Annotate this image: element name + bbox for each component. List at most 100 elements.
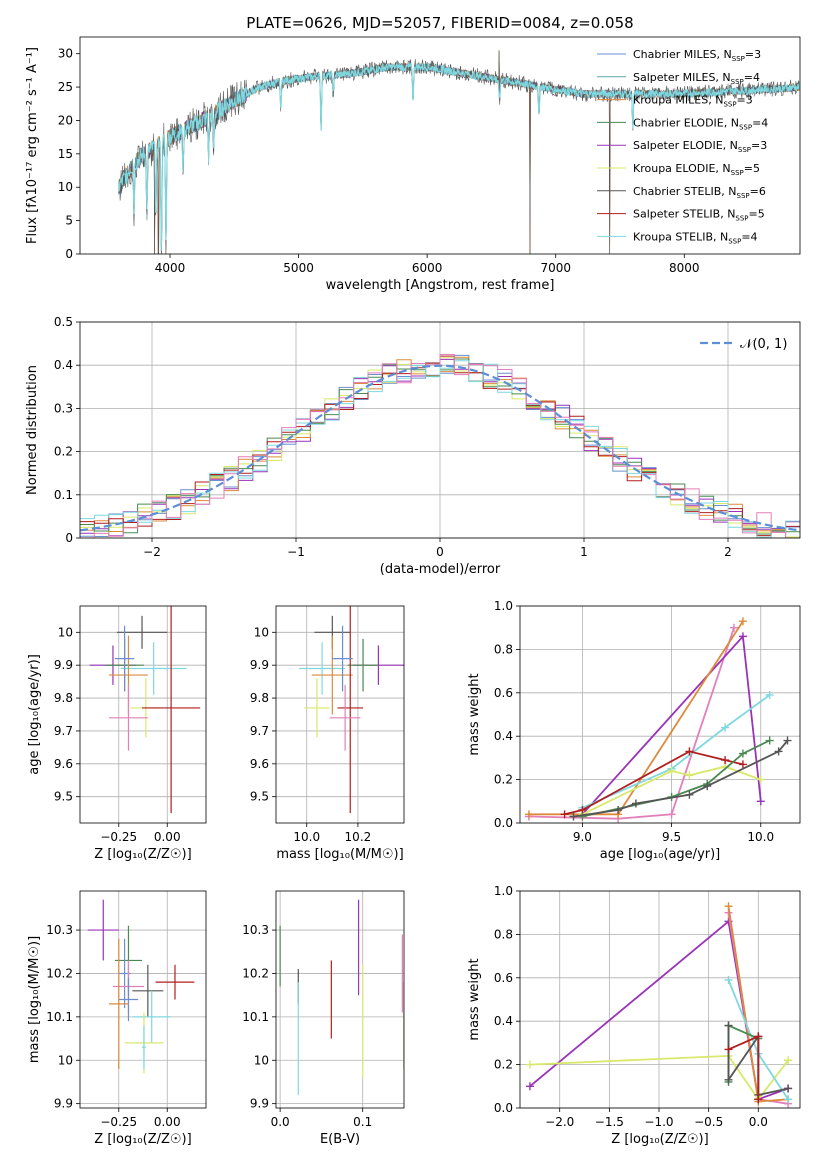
gridlines bbox=[520, 605, 800, 824]
y-tick-label: 10 bbox=[58, 625, 73, 639]
x-tick-label: 1 bbox=[580, 545, 588, 559]
x-tick-label: 0.00 bbox=[154, 1115, 181, 1129]
x-tick-label: 6000 bbox=[412, 261, 443, 275]
weight-point bbox=[765, 690, 774, 699]
weight-point bbox=[560, 810, 569, 819]
weight-point bbox=[721, 723, 730, 732]
axes-frame bbox=[275, 890, 405, 1109]
weight-point bbox=[667, 766, 676, 775]
y-tick-label: 5 bbox=[65, 214, 73, 228]
y-tick-label: 20 bbox=[58, 113, 73, 127]
weight-point bbox=[738, 749, 747, 758]
y-tick-label: 0.5 bbox=[54, 315, 73, 329]
y-tick-label: 9.8 bbox=[250, 691, 269, 705]
x-axis-label: age [log₁₀(age/yr)] bbox=[600, 847, 721, 862]
x-axis-label: Z [log₁₀(Z/Z☉)] bbox=[611, 1132, 708, 1147]
histogram-pink bbox=[80, 354, 800, 538]
error-bars bbox=[87, 899, 195, 1074]
x-axis-label: mass [log₁₀(M/M☉)] bbox=[276, 847, 403, 862]
weight-point bbox=[724, 975, 733, 984]
spectrum-legend: Chabrier MILES, NSSP=3 Salpeter MILES, NS… bbox=[597, 48, 768, 245]
legend-entry: Chabrier ELODIE, NSSP=4 bbox=[633, 116, 768, 131]
y-tick-label: 10.1 bbox=[46, 1010, 73, 1024]
legend-entry: Chabrier STELIB, NSSP=6 bbox=[633, 185, 766, 200]
residual-histogram-panel: −2 −1 0 1 2 0 0.1 0.2 0.3 0.4 0.5 (data-model)/erro… bbox=[25, 315, 801, 577]
y-tick-label: 30 bbox=[58, 47, 73, 61]
y-tick-label: 10 bbox=[58, 180, 73, 194]
x-tick-label: −1.5 bbox=[595, 1115, 624, 1129]
y-tick-label: 9.9 bbox=[250, 1097, 269, 1111]
mass-vs-metallicity-panel: −0.25 0.00 9.9 10 10.1 10.2 10.3 Z [log₁₀(Z/Z☉)… bbox=[27, 890, 207, 1147]
y-tick-label: 0.6 bbox=[494, 971, 513, 985]
weight-point bbox=[685, 747, 694, 756]
x-tick-label: 0 bbox=[436, 545, 444, 559]
weight-point bbox=[724, 1021, 733, 1030]
y-tick-label: 0.2 bbox=[494, 773, 513, 787]
y-tick-label: 25 bbox=[58, 80, 73, 94]
weight-point bbox=[724, 1075, 733, 1084]
weight-lines bbox=[525, 902, 793, 1108]
error-bars bbox=[299, 606, 404, 814]
weight-point bbox=[765, 736, 774, 745]
axes-frame bbox=[519, 605, 801, 824]
y-tick-label: 0.0 bbox=[494, 1101, 513, 1115]
axes-frame bbox=[79, 605, 207, 824]
y-tick-label: 9.5 bbox=[250, 790, 269, 804]
y-axis-label: mass [log₁₀(M/M☉)] bbox=[27, 936, 42, 1063]
weight-point bbox=[614, 805, 623, 814]
weight-point bbox=[754, 1032, 763, 1041]
x-tick-label: 10.0 bbox=[293, 830, 320, 844]
x-tick-label: −2.0 bbox=[545, 1115, 574, 1129]
x-tick-label: 9.5 bbox=[662, 830, 681, 844]
weight-line-kroupa_elodie bbox=[529, 1054, 789, 1101]
legend-entry: Salpeter ELODIE, NSSP=3 bbox=[633, 139, 767, 154]
x-axis-label: E(B-V) bbox=[320, 1132, 360, 1147]
y-axis-label: Flux [fλ10⁻¹⁷ erg cm⁻² s⁻¹ A⁻¹] bbox=[25, 47, 40, 244]
x-axis-label: Z [log₁₀(Z/Z☉)] bbox=[94, 1132, 191, 1147]
spectrum-panel: 4000 5000 6000 7000 8000 0 5 10 15 20 25 30 waveleng… bbox=[25, 36, 801, 293]
x-tick-label: 0.00 bbox=[154, 830, 181, 844]
weight-line-kroupa_stelib bbox=[582, 694, 771, 809]
weight-point bbox=[784, 1095, 793, 1104]
y-tick-label: 0 bbox=[65, 531, 73, 545]
weight-point bbox=[724, 1045, 733, 1054]
weight-line-salpeter_stelib bbox=[564, 750, 744, 816]
y-tick-label: 0.4 bbox=[54, 358, 73, 372]
weight-point bbox=[631, 799, 640, 808]
weight-point bbox=[525, 1060, 534, 1069]
y-tick-label: 0.6 bbox=[494, 686, 513, 700]
x-tick-label: 7000 bbox=[540, 261, 571, 275]
y-tick-label: 9.7 bbox=[250, 724, 269, 738]
y-tick-label: 10 bbox=[58, 1053, 73, 1067]
y-tick-label: 0.2 bbox=[54, 445, 73, 459]
weight-point bbox=[525, 1082, 534, 1091]
x-tick-label: 2 bbox=[724, 545, 732, 559]
legend-entry: Kroupa STELIB, NSSP=4 bbox=[633, 230, 758, 245]
y-tick-label: 10 bbox=[254, 1053, 269, 1067]
weight-point bbox=[783, 736, 792, 745]
axes-frame bbox=[79, 890, 207, 1109]
weight-point bbox=[667, 810, 676, 819]
y-tick-label: 9.8 bbox=[54, 691, 73, 705]
y-axis-label: mass weight bbox=[467, 958, 482, 1040]
x-axis-label: wavelength [Angstrom, rest frame] bbox=[326, 278, 555, 293]
y-axis-label: Normed distribution bbox=[25, 365, 40, 495]
y-tick-label: 1.0 bbox=[494, 599, 513, 613]
weight-point bbox=[685, 790, 694, 799]
weight-point bbox=[738, 760, 747, 769]
x-axis-label: Z [log₁₀(Z/Z☉)] bbox=[94, 847, 191, 862]
x-tick-label: 9.0 bbox=[573, 830, 592, 844]
y-tick-label: 0.3 bbox=[54, 401, 73, 415]
weight-point bbox=[730, 623, 739, 632]
spectrum-line-kroupa_miles bbox=[118, 63, 800, 252]
y-tick-label: 0 bbox=[65, 247, 73, 261]
x-tick-label: −0.25 bbox=[100, 1115, 137, 1129]
age-vs-mass-panel: 10.0 10.2 9.5 9.6 9.7 9.8 9.9 10 mass [log₁₀(M/M… bbox=[250, 605, 405, 862]
weight-point bbox=[774, 747, 783, 756]
legend-entry: 𝒩(0, 1) bbox=[740, 337, 787, 352]
x-tick-label: 5000 bbox=[283, 261, 314, 275]
weight-point bbox=[524, 810, 533, 819]
weight-point bbox=[738, 617, 747, 626]
y-tick-label: 15 bbox=[58, 147, 73, 161]
